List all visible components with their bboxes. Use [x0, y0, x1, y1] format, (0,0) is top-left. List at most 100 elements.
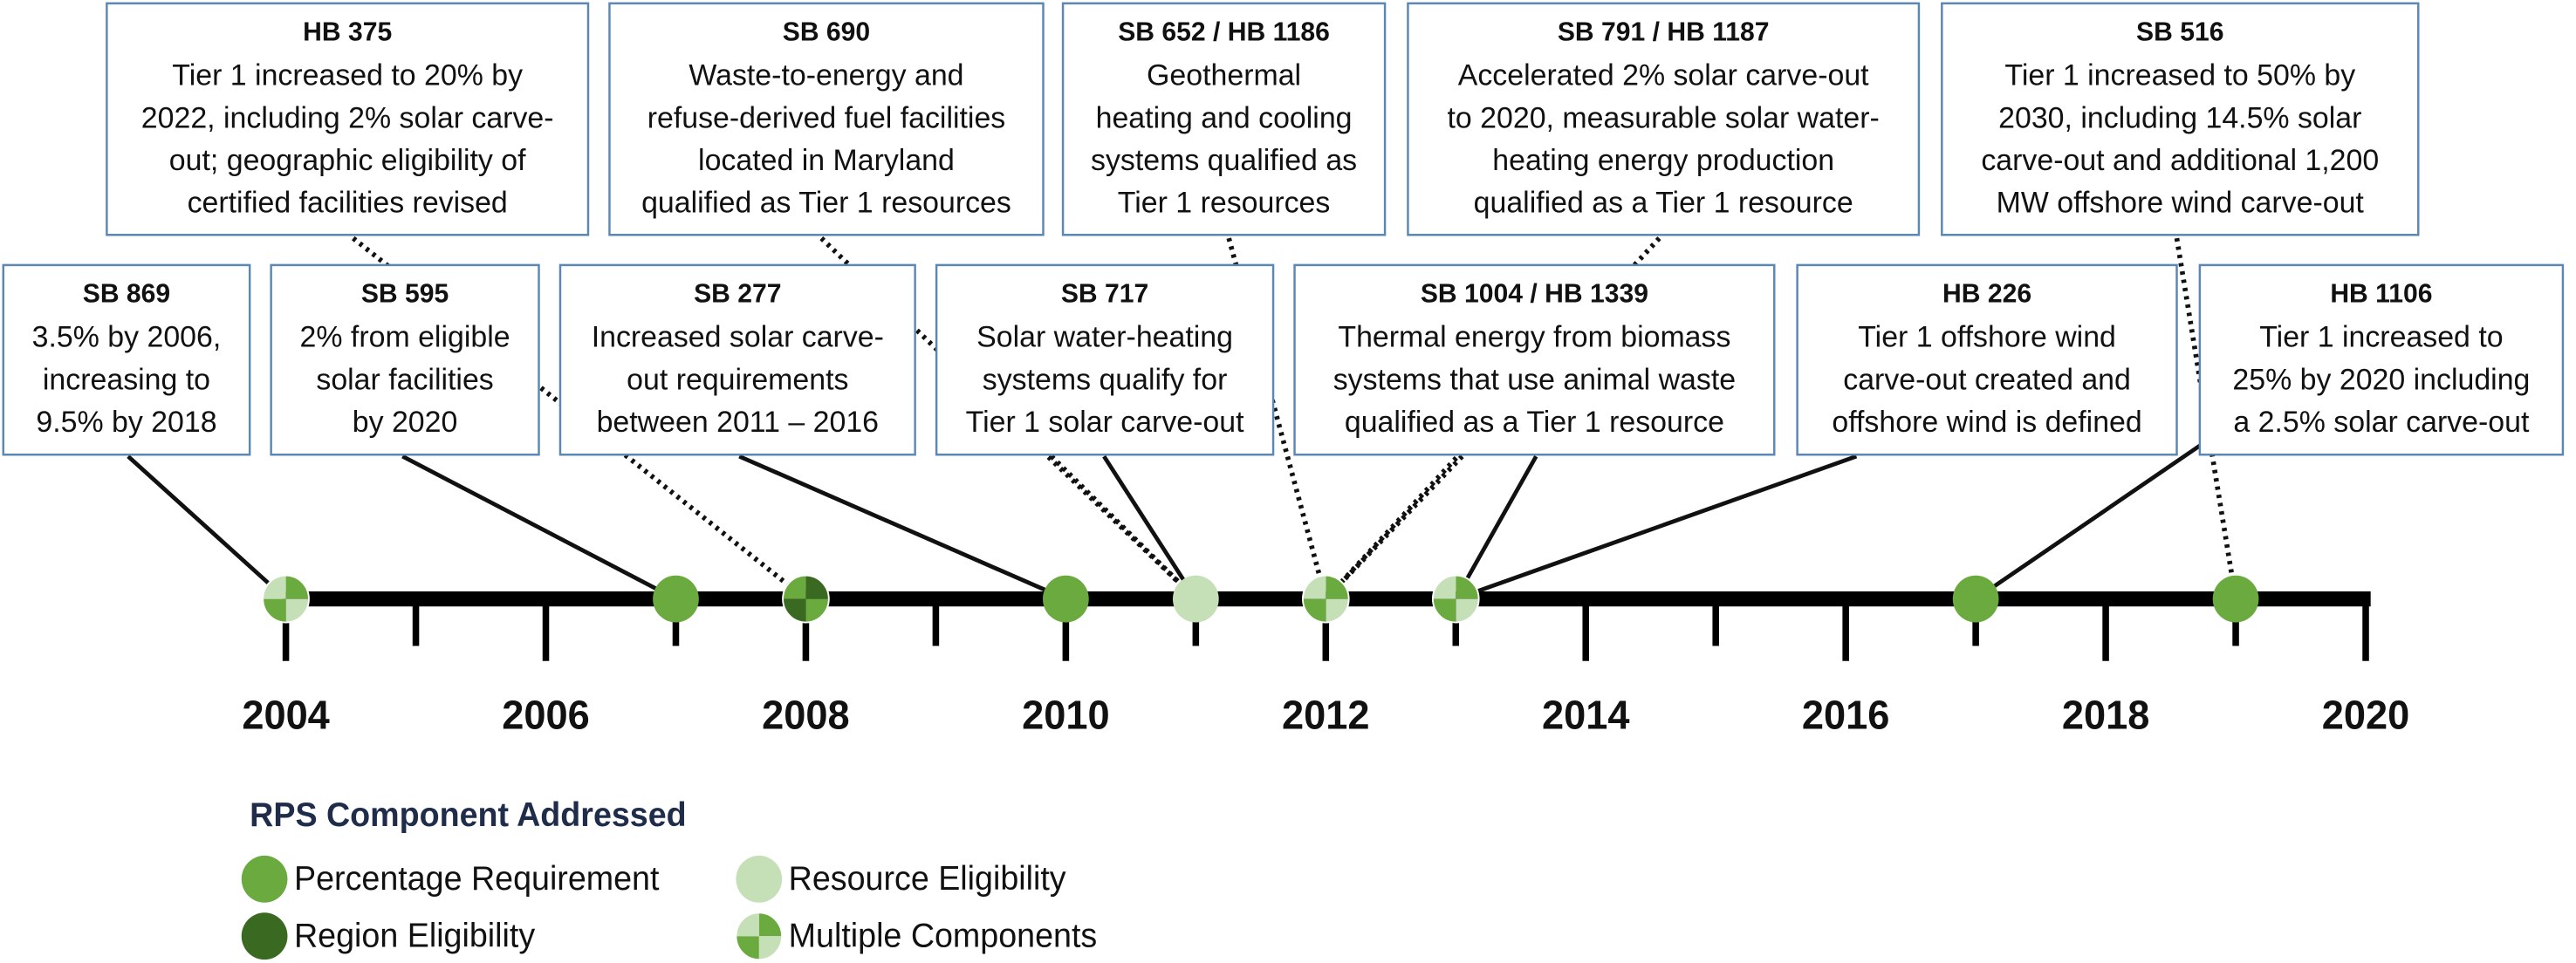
event-title: SB 717 [1061, 278, 1148, 308]
event-text: Tier 1 increased to [2259, 320, 2503, 353]
dot-quadrant [758, 936, 783, 960]
timeline-dot [2212, 575, 2259, 623]
event-border [1407, 2, 1921, 236]
timeline-dot [1172, 575, 1219, 623]
legend-title: RPS Component Addressed [250, 796, 687, 833]
legend-swatch [241, 912, 288, 960]
dot-quadrant [1326, 598, 1349, 623]
event-title: SB 652 / HB 1186 [1118, 17, 1330, 46]
event-title: SB 516 [2136, 17, 2223, 46]
connector [401, 454, 677, 601]
dot-outline [735, 912, 784, 961]
event-text: MW offshore wind carve-out [1997, 186, 2365, 219]
event-text: offshore wind is defined [1832, 406, 2141, 439]
dot-quadrant [1326, 575, 1349, 599]
event-title: SB 791 / HB 1187 [1558, 17, 1770, 46]
dot-quadrant [805, 575, 829, 599]
dot-outline [1431, 574, 1480, 624]
event-text: carve-out created and [1843, 363, 2131, 396]
event-text: Increased solar carve- [592, 320, 884, 353]
event-title: SB 869 [83, 278, 170, 308]
legend-label: Multiple Components [789, 918, 1098, 954]
event-text: by 2020 [353, 406, 458, 439]
dot-quadrant [736, 912, 759, 937]
event-box: SB 690 Waste-to-energy and refuse-derived … [608, 2, 1045, 236]
timeline-dot [782, 574, 830, 624]
event-border [558, 263, 916, 456]
event-text: systems qualify for [983, 363, 1228, 396]
dot-quadrant [1456, 575, 1479, 599]
event-text: a 2.5% solar carve-out [2233, 406, 2529, 439]
event-text: Tier 1 offshore wind [1858, 320, 2116, 353]
event-box: HB 226 Tier 1 offshore wind carve-out crea… [1796, 263, 2178, 456]
dot-quadrant [285, 598, 309, 623]
event-text: 25% by 2020 including [2232, 363, 2530, 396]
year-label: 2006 [502, 693, 589, 738]
event-text: certified facilities revised [188, 186, 508, 219]
event-box: HB 1106 Tier 1 increased to 25% by 2020 in… [2198, 263, 2565, 456]
event-border [1061, 2, 1387, 236]
connector [1049, 454, 1198, 601]
dot-quadrant [1456, 598, 1479, 623]
event-text: 2% from eligible [300, 320, 510, 353]
legend-label: Percentage Requirement [294, 861, 660, 898]
dot-quadrant [263, 575, 286, 599]
dot-outline [1302, 574, 1350, 624]
timeline-dot [262, 574, 310, 624]
legend-swatch [735, 912, 784, 961]
connector [1226, 237, 1329, 600]
connector [1455, 454, 1858, 601]
timeline-dot [1952, 575, 1999, 623]
dot-quadrant [1432, 575, 1456, 599]
event-title: HB 1106 [2330, 278, 2432, 308]
event-border [935, 263, 1275, 456]
event-text: 9.5% by 2018 [36, 406, 216, 439]
year-label: 2014 [1542, 693, 1630, 738]
event-title: SB 690 [783, 17, 870, 46]
event-border [106, 2, 590, 236]
event-text: Solar water-heating [976, 320, 1233, 353]
connector [2174, 237, 2238, 600]
connector [127, 454, 288, 601]
event-text: solar facilities [316, 363, 493, 396]
event-box: SB 791 / HB 1187 Accelerated 2% solar car… [1407, 2, 1921, 236]
legend-label: Region Eligibility [294, 918, 535, 954]
event-text: systems qualified as [1091, 144, 1357, 177]
event-text: Tier 1 increased to 50% by [2004, 58, 2356, 92]
legend-swatch [241, 855, 288, 903]
year-label: 2010 [1022, 693, 1109, 738]
event-box: SB 717 Solar water-heating systems qualify… [935, 263, 1275, 456]
year-label: 2020 [2322, 693, 2409, 738]
dot-quadrant [1432, 598, 1456, 623]
dot-quadrant [783, 575, 806, 599]
event-text: refuse-derived fuel facilities [647, 101, 1006, 134]
event-text: qualified as Tier 1 resources [641, 186, 1011, 219]
event-border [1941, 2, 2420, 236]
year-label: 2016 [1802, 693, 1889, 738]
event-box: SB 652 / HB 1186 Geothermal heating and co… [1061, 2, 1387, 236]
event-border [2198, 263, 2565, 456]
event-text: heating energy production [1492, 144, 1834, 177]
event-title: SB 595 [361, 278, 449, 308]
year-label: 2004 [242, 693, 330, 738]
event-text: between 2011 – 2016 [597, 406, 879, 439]
event-title: SB 1004 / HB 1339 [1421, 278, 1648, 308]
dot-outline [782, 574, 830, 624]
event-text: Tier 1 increased to 20% by [172, 58, 524, 92]
event-text: located in Maryland [698, 144, 955, 177]
timeline-dot [653, 575, 699, 623]
legend-label: Resource Eligibility [789, 861, 1066, 898]
dot-quadrant [1302, 598, 1326, 623]
event-box: SB 869 3.5% by 2006, increasing to 9.5% by … [2, 263, 251, 456]
event-text: out requirements [627, 363, 848, 396]
year-label: 2008 [762, 693, 849, 738]
event-border [2, 263, 251, 456]
connector [738, 454, 1067, 601]
event-text: Waste-to-energy and [689, 58, 963, 92]
timeline-dot [1431, 574, 1480, 624]
dot-outline [262, 574, 310, 624]
event-box: HB 375 Tier 1 increased to 20% by 2022, in… [106, 2, 590, 236]
event-title: SB 277 [694, 278, 781, 308]
